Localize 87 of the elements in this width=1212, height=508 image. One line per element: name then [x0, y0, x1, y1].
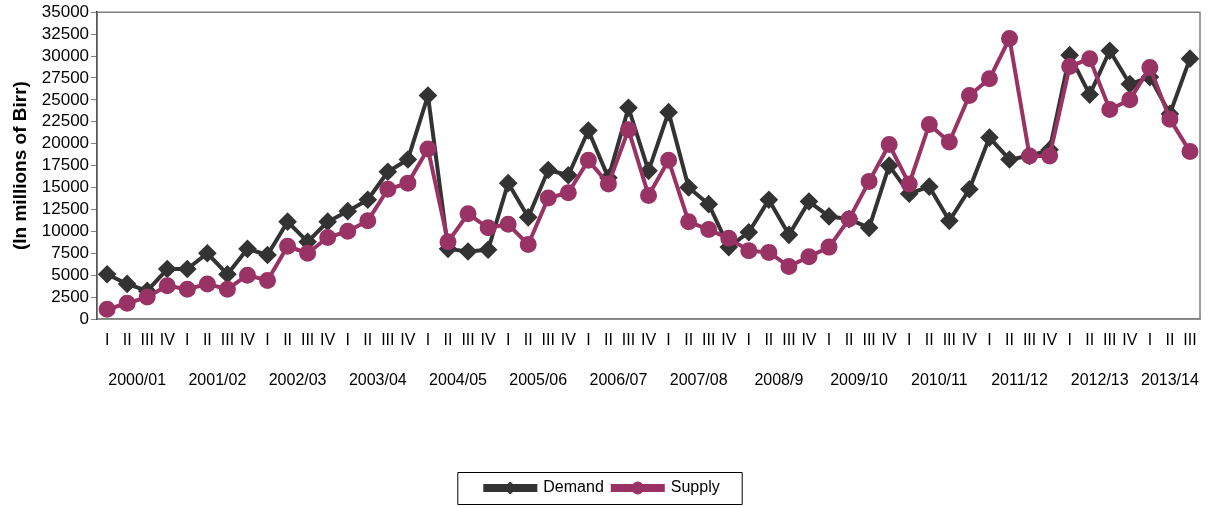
x-tick-label: III	[782, 331, 796, 349]
text: 2006/07	[589, 371, 648, 389]
x-tick-label: II	[202, 331, 212, 349]
x-tick-label: II	[1165, 331, 1175, 349]
x-tick-label: III	[1022, 331, 1037, 349]
x-tick-label: IV	[801, 331, 817, 349]
x-tick-label: I	[345, 331, 350, 349]
text: 2004/05	[429, 371, 488, 389]
x-tick-label: I	[104, 331, 110, 349]
x-tick-label: I	[1067, 331, 1072, 349]
x-tick-label: II	[443, 331, 453, 349]
x-tick-label: II	[523, 331, 533, 349]
y-tick-label: 5000	[51, 264, 90, 284]
text: 2005/06	[509, 371, 568, 389]
x-tick-label: I	[987, 331, 992, 349]
y-tick-label: 7500	[51, 242, 90, 262]
x-tick-label: II	[122, 331, 132, 349]
x-tick-label: II	[363, 331, 373, 349]
y-tick-label: 15000	[41, 177, 90, 197]
text: 2013/14	[1141, 371, 1199, 389]
y-tick-label: 32500	[41, 23, 90, 43]
y-tick-label: 0	[79, 308, 90, 328]
x-tick-label: I	[826, 331, 832, 349]
x-tick-label: II	[684, 331, 694, 349]
x-tick-label: IV	[961, 331, 978, 349]
y-tick-label: 22500	[41, 111, 90, 131]
x-tick-label: I	[505, 331, 511, 349]
x-tick-label: I	[185, 331, 190, 349]
x-tick-label: IV	[721, 331, 737, 349]
x-tick-label: III	[140, 331, 154, 349]
y-tick-label: 2500	[51, 286, 90, 306]
x-tick-label: IV	[560, 331, 577, 349]
x-tick-label: II	[1085, 331, 1095, 349]
x-tick-label: I	[425, 331, 431, 349]
x-tick-label: IV	[640, 331, 657, 349]
y-tick-label: 25000	[41, 89, 90, 109]
x-tick-label: IV	[881, 331, 898, 349]
x-tick-label: III	[1183, 331, 1197, 349]
x-tick-label: I	[1147, 331, 1153, 349]
y-tick-label: 20000	[41, 133, 90, 153]
text: 2003/04	[348, 371, 407, 389]
x-tick-label: II	[1005, 331, 1014, 349]
text: 2010/11	[910, 371, 968, 389]
x-tick-label: III	[220, 331, 235, 349]
x-tick-label: III	[541, 331, 555, 349]
legend-label: Demand	[543, 478, 604, 496]
x-tick-label: IV	[1042, 331, 1058, 349]
text: 2000/01	[108, 371, 167, 389]
x-tick-label: III	[381, 331, 395, 349]
x-tick-label: I	[586, 331, 591, 349]
text: 2002/03	[268, 371, 327, 389]
x-tick-label: III	[1103, 331, 1117, 349]
text: 2008/9	[754, 371, 804, 389]
x-tick-label: IV	[480, 331, 496, 349]
x-tick-label: I	[746, 331, 752, 349]
y-tick-label: 10000	[41, 221, 90, 241]
x-tick-label: I	[907, 331, 912, 349]
y-tick-label: 35000	[41, 1, 90, 21]
x-tick-label: I	[265, 331, 270, 349]
x-tick-label: I	[666, 331, 671, 349]
text: 2007/08	[669, 371, 728, 389]
text: 2009/10	[830, 371, 889, 389]
x-tick-label: IV	[1122, 331, 1138, 349]
y-tick-label: 27500	[41, 67, 90, 87]
x-tick-label: II	[764, 331, 774, 349]
x-tick-label: IV	[159, 331, 176, 349]
text: 2012/13	[1070, 371, 1129, 389]
x-tick-label: IV	[239, 331, 256, 349]
x-tick-label: III	[702, 331, 716, 349]
text: 2001/02	[188, 371, 247, 389]
x-tick-label: II	[283, 331, 293, 349]
x-tick-label: II	[603, 331, 613, 349]
y-tick-label: 17500	[41, 155, 90, 175]
text: 2011/12	[991, 371, 1048, 389]
x-tick-label: II	[924, 331, 934, 349]
x-tick-label: IV	[400, 331, 416, 349]
y-tick-label: 12500	[41, 199, 90, 219]
x-tick-label: III	[621, 331, 636, 349]
x-tick-label: III	[942, 331, 957, 349]
x-tick-label: IV	[320, 331, 336, 349]
x-tick-label: III	[461, 331, 475, 349]
y-axis-title: (In millions of Birr)	[8, 81, 30, 251]
legend-label: Supply	[670, 478, 720, 496]
x-tick-label: III	[300, 331, 315, 349]
x-tick-label: III	[862, 331, 876, 349]
y-tick-label: 30000	[41, 45, 90, 65]
x-tick-label: II	[844, 331, 854, 349]
